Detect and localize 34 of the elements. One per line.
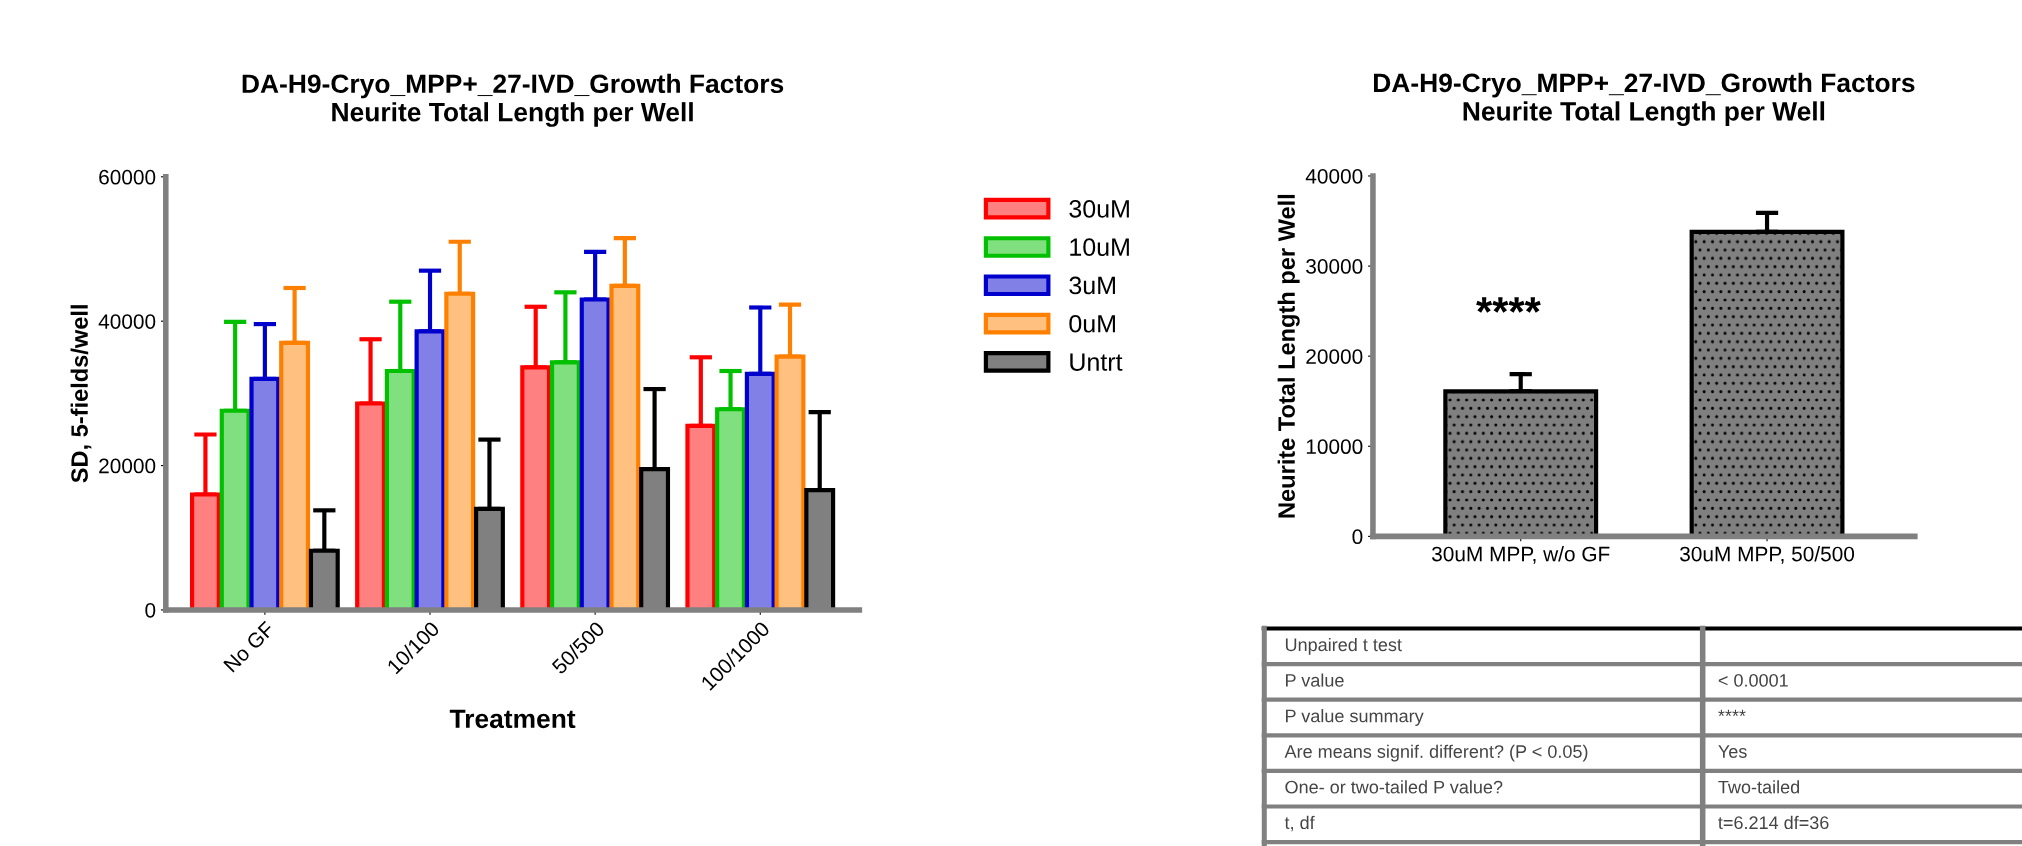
annotation: **** (1476, 297, 1541, 313)
y-tick-label: 0 (1352, 529, 1363, 545)
chart-title: DA-H9-Cryo_MPP+_27-IVD_Growth Factors Neurite Total Length per Well (1374, 72, 1915, 126)
x-axis-title: Treatment (449, 709, 576, 729)
y-tick-label: 40000 (1305, 168, 1363, 184)
x-tick-label: No GF (223, 620, 276, 673)
x-tick-label: 30uM MPP, 50/500 (1680, 546, 1855, 564)
legend-label: 0uM (1069, 314, 1115, 333)
y-tick-label: 20000 (1306, 349, 1363, 364)
legend-label: Untrt (1070, 353, 1123, 371)
text: Are means signif. different? (P < 0.05) (1284, 744, 1588, 762)
text: P value (1286, 673, 1344, 687)
y-tick-label: 10000 (1306, 439, 1363, 455)
y-axis-title: SD, 5-fields/well (70, 305, 92, 483)
text: P value summary (1286, 709, 1424, 726)
text: t=6.214 df=36 (1718, 815, 1829, 830)
x-tick-label: 30uM MPP, w/o GF (1431, 546, 1610, 564)
y-tick-label: 60000 (99, 169, 156, 185)
y-tick-label: 20000 (99, 458, 156, 474)
text: One- or two-tailed P value? (1285, 780, 1503, 794)
y-tick-label: 30000 (1306, 259, 1363, 274)
y-axis-title: Neurite Total Length per Well (1277, 194, 1300, 518)
legend-label: 10uM (1070, 238, 1129, 256)
text: t, df (1284, 815, 1315, 832)
y-tick-label: 40000 (98, 314, 156, 329)
legend-label: 30uM (1069, 199, 1129, 218)
text: < 0.0001 (1718, 673, 1788, 687)
text: Unpaired t test (1285, 637, 1402, 655)
text: **** (1718, 709, 1746, 717)
text: Yes (1718, 745, 1747, 758)
text: Two-tailed (1718, 780, 1800, 794)
legend-label: 3uM (1069, 276, 1115, 295)
y-tick-label: 0 (145, 602, 156, 618)
chart-title: DA-H9-Cryo_MPP+_27-IVD_Growth Factors Neurite Total Length per Well (242, 73, 784, 127)
